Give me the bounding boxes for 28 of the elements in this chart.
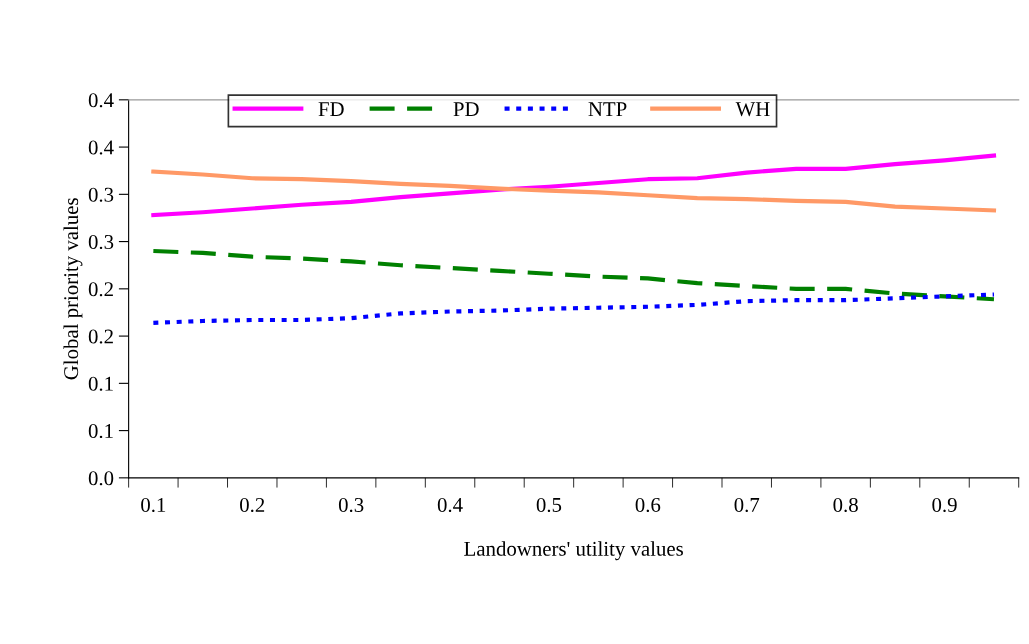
y-tick-label: 0.2 (88, 329, 113, 344)
x-tick-label: 0.6 (635, 497, 661, 513)
y-tick-label: 0.1 (88, 423, 113, 439)
x-tick-label: 0.7 (734, 497, 760, 513)
x-tick-label: 0.9 (932, 497, 957, 513)
y-tick-label: 0.3 (88, 187, 114, 202)
x-tick-label: 0.4 (437, 497, 463, 513)
line-series (151, 248, 997, 302)
line-series (151, 169, 997, 213)
x-tick-label: 0.3 (338, 497, 364, 513)
y-tick-label: 0.4 (88, 93, 114, 108)
y-tick-label: 0.1 (88, 376, 113, 391)
legend-label: WH (735, 102, 770, 117)
y-axis-title: Global priority values (63, 198, 83, 380)
y-tick-label: 0.4 (88, 140, 114, 155)
y-tick-label: 0.0 (88, 471, 114, 486)
line-series (151, 153, 997, 218)
x-axis-title: Landowners' utility values (464, 541, 683, 561)
y-tick-label: 0.2 (88, 282, 113, 297)
legend-label: FD (318, 102, 344, 116)
line-series (151, 292, 997, 325)
x-tick-label: 0.5 (536, 497, 562, 513)
legend-label: PD (453, 102, 479, 116)
x-tick-label: 0.1 (141, 497, 166, 513)
y-tick-label: 0.3 (88, 234, 114, 250)
x-tick-label: 0.8 (833, 497, 858, 513)
legend-label: NTP (588, 102, 627, 116)
x-tick-label: 0.2 (240, 497, 265, 513)
